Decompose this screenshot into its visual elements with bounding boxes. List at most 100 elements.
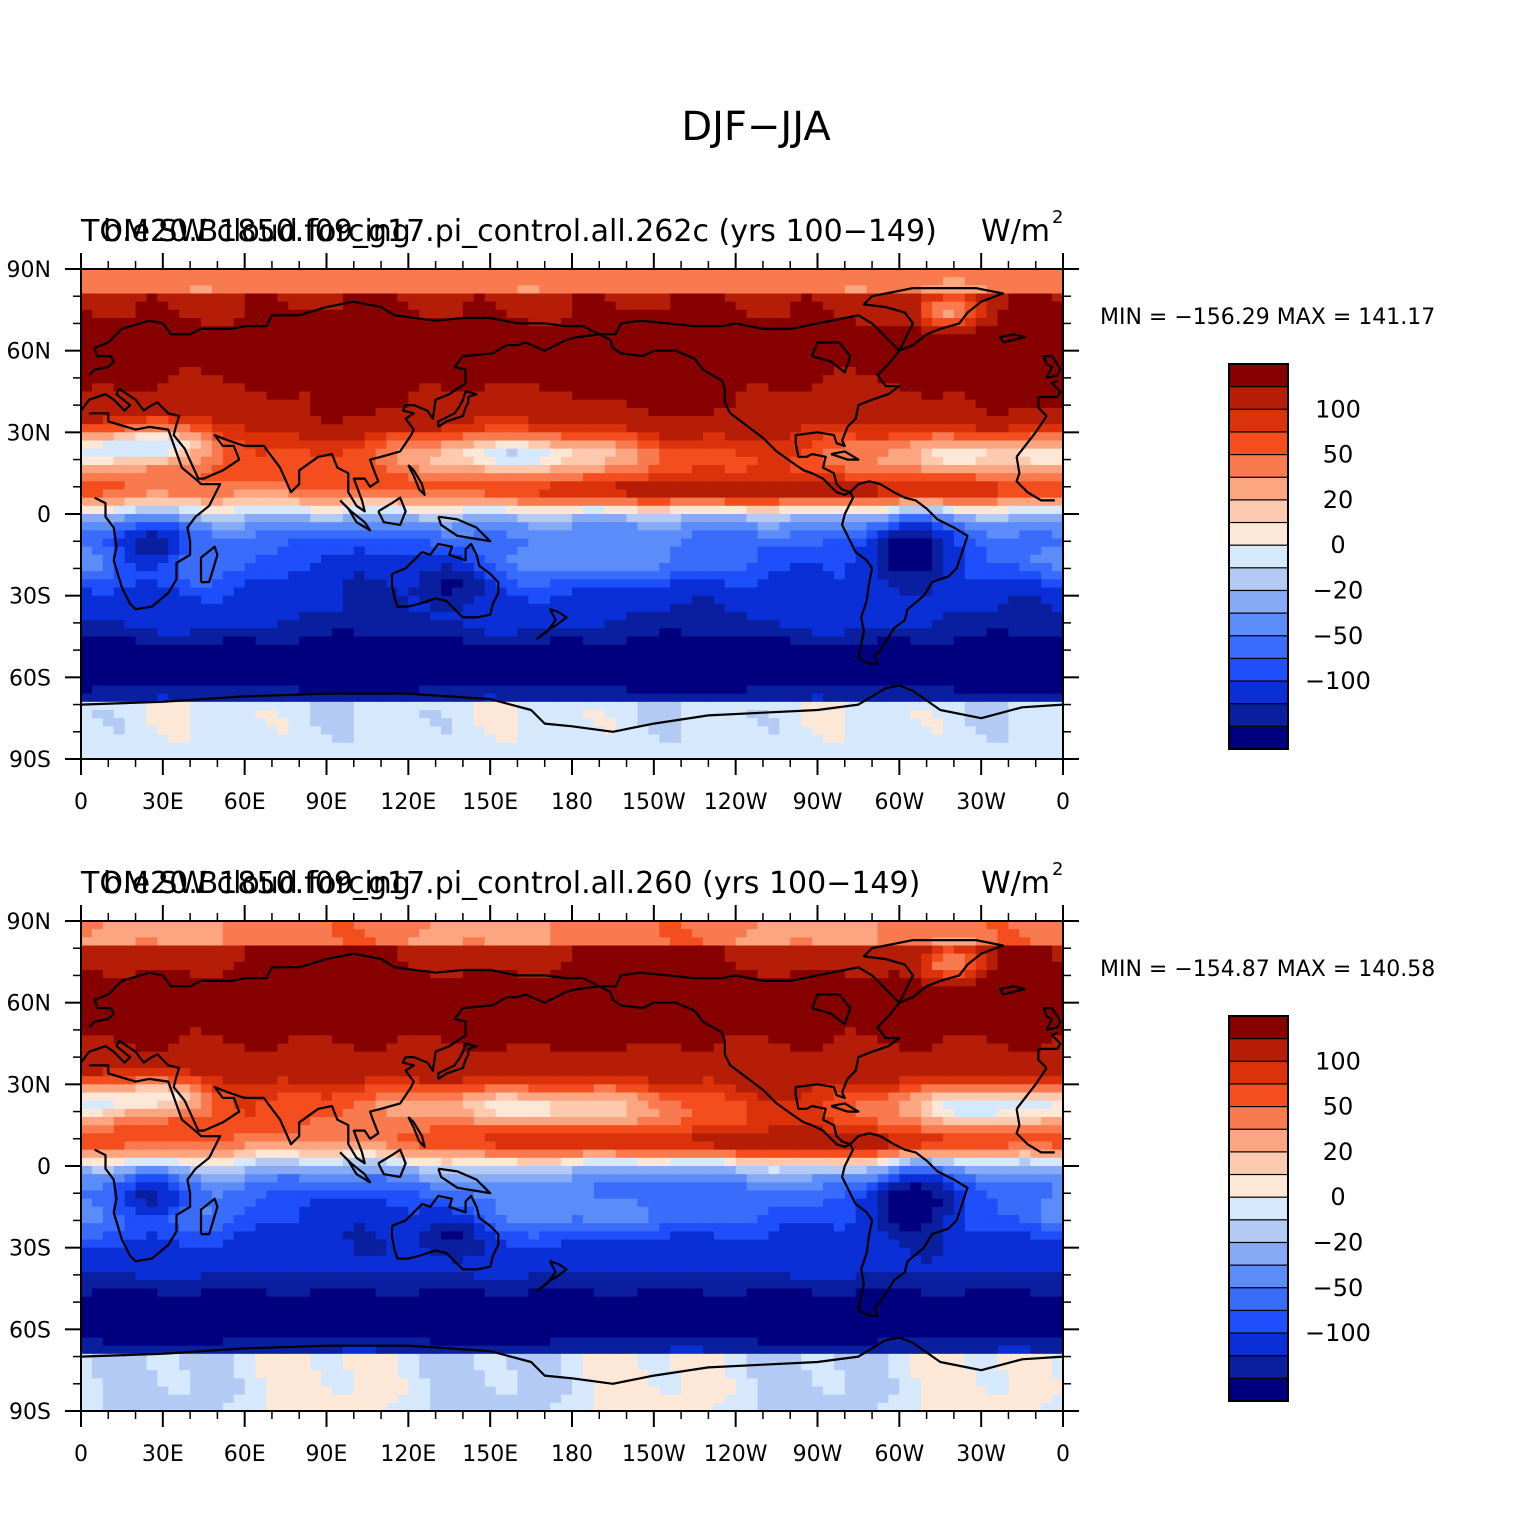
field-cell: [277, 612, 289, 621]
field-cell: [833, 285, 846, 295]
field-cell: [637, 587, 649, 597]
field-cell: [899, 628, 911, 638]
field-cell: [430, 620, 442, 629]
field-cell: [735, 628, 748, 638]
field-cell: [692, 612, 704, 621]
field-cell: [572, 391, 584, 401]
field-cell: [1030, 563, 1042, 572]
field-cell: [408, 375, 420, 384]
field-cell: [397, 326, 409, 335]
field-cell: [528, 636, 540, 646]
field-cell: [681, 481, 693, 491]
field-cell: [1041, 318, 1053, 327]
field-cell: [812, 612, 824, 621]
field-cell: [637, 628, 649, 638]
field-cell: [801, 587, 813, 597]
field-cell: [168, 383, 180, 393]
field-cell: [997, 424, 1010, 433]
field-cell: [812, 701, 824, 711]
field-cell: [757, 554, 769, 564]
field-cell: [648, 350, 660, 360]
field-cell: [495, 456, 508, 466]
field-cell: [375, 636, 388, 646]
field-cell: [102, 652, 115, 662]
field-cell: [157, 489, 169, 499]
field-cell: [244, 367, 257, 376]
field-cell: [1030, 318, 1042, 327]
field-cell: [1052, 677, 1063, 687]
field-cell: [310, 693, 322, 703]
field-cell: [91, 603, 104, 613]
field-cell: [157, 481, 169, 491]
field-cell: [626, 710, 639, 719]
field-cell: [790, 677, 802, 687]
field-cell: [266, 677, 278, 687]
field-cell: [222, 489, 235, 499]
field-cell: [921, 277, 933, 286]
field-cell: [201, 636, 213, 646]
field-cell: [451, 456, 464, 466]
field-cell: [659, 628, 671, 638]
field-cell: [582, 628, 595, 638]
field-cell: [190, 350, 202, 360]
field-cell: [146, 277, 158, 286]
field-cell: [866, 579, 879, 589]
field-cell: [190, 701, 202, 711]
field-cell: [135, 701, 148, 711]
field-cell: [593, 489, 606, 499]
field-cell: [932, 538, 944, 548]
field-cell: [157, 448, 169, 458]
field-cell: [648, 710, 660, 719]
field-cell: [866, 383, 879, 393]
field-cell: [211, 407, 224, 417]
field-cell: [266, 661, 278, 670]
field-cell: [724, 530, 737, 540]
field-cell: [877, 399, 890, 409]
field-cell: [604, 440, 617, 450]
field-cell: [561, 432, 573, 442]
field-cell: [801, 481, 813, 491]
field-cell: [615, 293, 628, 303]
field-cell: [822, 612, 835, 621]
field-cell: [102, 603, 115, 613]
field-cell: [397, 587, 409, 597]
field-cell: [342, 440, 355, 450]
field-cell: [648, 612, 660, 621]
field-cell: [113, 277, 126, 286]
field-cell: [211, 587, 224, 597]
field-cell: [910, 489, 922, 499]
field-cell: [201, 546, 213, 556]
field-cell: [561, 277, 573, 286]
field-cell: [855, 530, 868, 540]
field-cell: [681, 358, 693, 368]
field-cell: [495, 612, 508, 621]
field-cell: [964, 326, 977, 335]
field-cell: [102, 497, 115, 507]
field-cell: [506, 514, 519, 523]
field-cell: [550, 481, 562, 491]
field-cell: [790, 530, 802, 540]
field-cell: [822, 530, 835, 540]
field-cell: [877, 350, 890, 360]
field-cell: [353, 350, 366, 360]
field-cell: [866, 554, 879, 564]
field-cell: [451, 432, 464, 442]
field-cell: [244, 334, 257, 344]
field-cell: [1030, 399, 1042, 409]
field-cell: [822, 334, 835, 344]
field-cell: [746, 448, 759, 458]
field-cell: [190, 522, 202, 531]
field-cell: [713, 661, 726, 670]
field-cell: [713, 424, 726, 433]
field-cell: [910, 375, 922, 384]
field-cell: [670, 285, 682, 295]
field-cell: [190, 277, 202, 286]
field-cell: [321, 522, 333, 531]
field-cell: [201, 375, 213, 384]
field-cell: [1041, 326, 1053, 335]
field-cell: [190, 546, 202, 556]
field-cell: [102, 636, 115, 646]
field-cell: [91, 554, 104, 564]
field-cell: [473, 456, 486, 466]
field-cell: [866, 456, 879, 466]
